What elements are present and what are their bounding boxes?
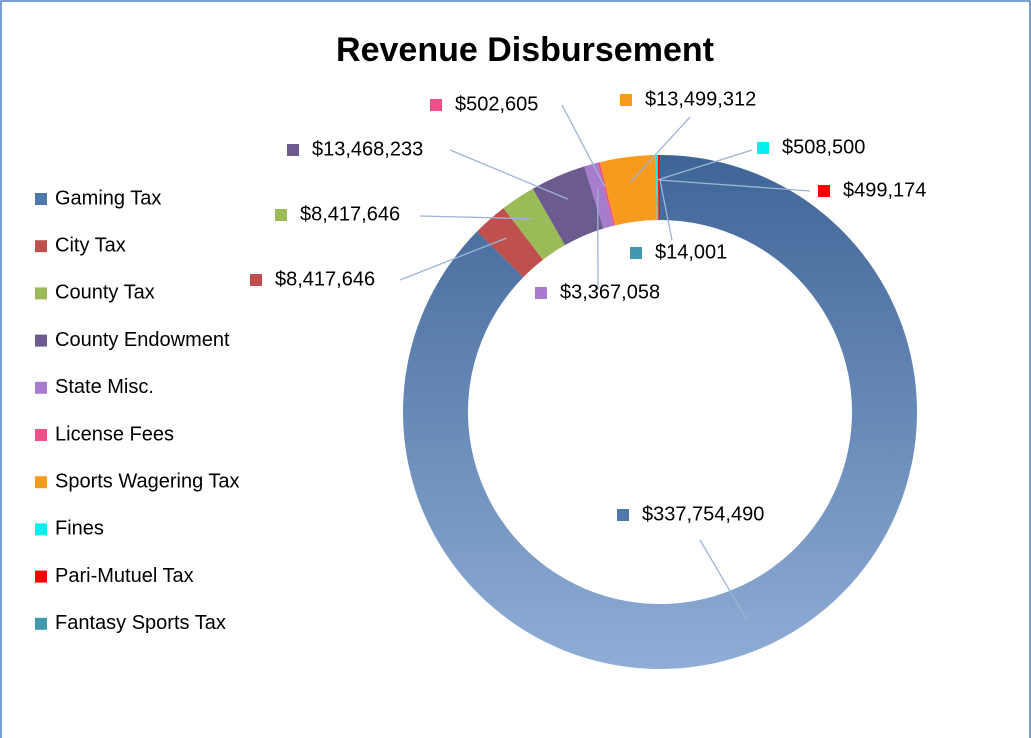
- leader-line: [658, 179, 811, 192]
- legend-swatch: [35, 476, 47, 489]
- legend-label: License Fees: [55, 423, 174, 445]
- label-swatch: [430, 99, 442, 111]
- donut-slice: [477, 208, 544, 278]
- label-swatch: [535, 287, 547, 299]
- leader-line: [399, 237, 507, 281]
- label-swatch: [275, 209, 287, 221]
- donut-slice: [657, 155, 660, 221]
- data-label: $502,605: [455, 93, 538, 115]
- legend-label: State Misc.: [55, 376, 154, 398]
- label-swatch: [250, 274, 262, 286]
- legend-label: Sports Wagering Tax: [55, 470, 240, 492]
- leader-line: [659, 179, 673, 241]
- label-swatch: [630, 247, 642, 259]
- data-label: $13,468,233: [312, 138, 423, 160]
- legend-swatch: [35, 570, 47, 583]
- legend-label: Fantasy Sports Tax: [55, 612, 226, 634]
- donut-slice: [532, 166, 604, 246]
- legend-swatch: [35, 193, 47, 205]
- data-label: $499,174: [843, 179, 926, 201]
- legend-label: Pari-Mutuel Tax: [55, 565, 194, 587]
- legend-label: City Tax: [55, 234, 126, 256]
- data-label: $13,499,312: [645, 88, 756, 110]
- donut-slice: [584, 162, 614, 229]
- leader-line: [699, 539, 748, 620]
- leader-line: [561, 104, 606, 187]
- legend-label: County Endowment: [55, 329, 230, 351]
- leader-line: [630, 116, 691, 183]
- donut-slice: [503, 188, 565, 260]
- donut-slice: [599, 155, 657, 226]
- legend-label: Gaming Tax: [55, 187, 161, 209]
- legend-swatch: [35, 334, 47, 347]
- data-label: $8,417,646: [275, 268, 375, 290]
- data-label: $8,417,646: [300, 203, 400, 225]
- legend-swatch: [35, 617, 47, 630]
- data-label: $508,500: [782, 136, 865, 158]
- data-label: $337,754,490: [642, 503, 764, 525]
- label-swatch: [818, 185, 830, 197]
- legend-swatch: [35, 287, 47, 300]
- data-label: $14,001: [655, 241, 727, 263]
- legend-swatch: [35, 240, 47, 253]
- legend-label: County Tax: [55, 282, 155, 304]
- data-label: $3,367,058: [560, 281, 660, 303]
- label-swatch: [757, 142, 769, 154]
- leader-line: [419, 215, 532, 220]
- label-swatch: [617, 509, 629, 521]
- chart-title: Revenue Disbursement: [336, 31, 714, 69]
- donut-slice: [655, 155, 659, 221]
- legend-swatch: [35, 523, 47, 536]
- donut-slice: [597, 162, 616, 226]
- label-swatch: [620, 94, 632, 106]
- leader-line: [656, 149, 753, 181]
- legend-label: Fines: [55, 518, 104, 540]
- legend-swatch: [35, 429, 47, 441]
- leader-line: [449, 149, 569, 200]
- label-swatch: [287, 144, 299, 156]
- legend-swatch: [35, 381, 47, 394]
